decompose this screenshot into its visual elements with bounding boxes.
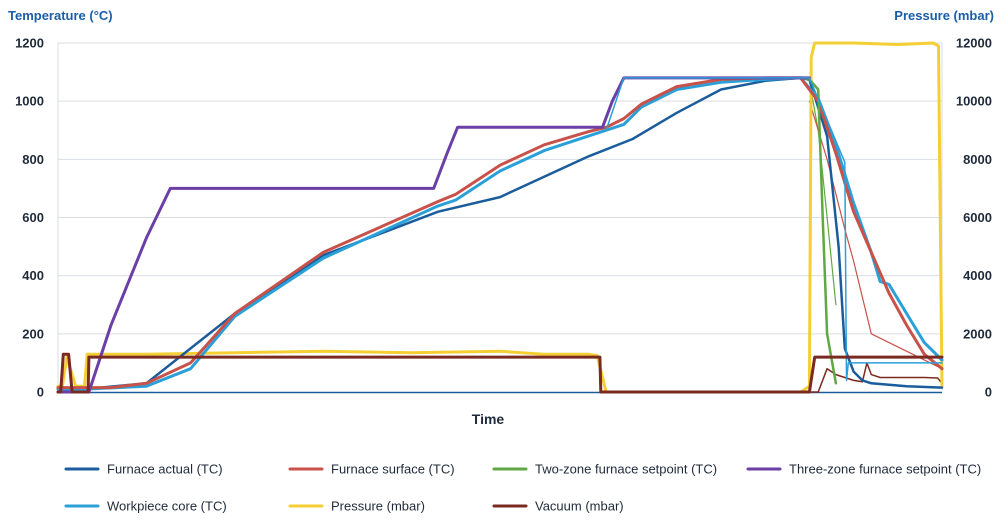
y-tick-label: 400 [22,268,44,283]
y-tick-label: 800 [22,152,44,167]
series-line-workpiece-core-tc [56,76,944,391]
y-axis-title: Temperature (°C) [8,8,113,23]
legend-label: Two-zone furnace setpoint (TC) [535,462,717,477]
series-line-two-zone-furnace-setpoint-tc [799,76,838,385]
y2-tick-label: 10000 [956,94,992,109]
legend-item: Furnace surface (TC) [288,462,455,477]
legend: Furnace actual (TC) Furnace surface (TC) T… [64,462,981,514]
legend-label: Vacuum (mbar) [535,499,624,514]
series-line-three-zone-furnace-setpoint-tc [56,76,811,394]
y-tick-label: 0 [37,385,44,400]
series-trace-line [808,100,943,370]
y2-tick-label: 2000 [963,326,992,341]
series-line-furnace-surface-tc [56,76,944,390]
y2-tick-label: 0 [985,385,992,400]
y2-tick-label: 8000 [963,152,992,167]
legend-label: Furnace actual (TC) [107,462,223,477]
y-tick-label: 600 [22,210,44,225]
y2-axis-title: Pressure (mbar) [894,8,994,23]
y2-tick-label: 12000 [956,36,992,51]
y-tick-label: 200 [22,326,44,341]
legend-item: Three-zone furnace setpoint (TC) [746,462,981,477]
axes: 0200400600800100012000200040006000800010… [15,36,992,400]
series-group [56,41,944,394]
series-trace-line [605,77,943,382]
x-axis-title: Time [472,411,505,427]
legend-label: Workpiece core (TC) [107,499,227,514]
legend-item: Workpiece core (TC) [64,499,227,514]
series-line-vacuum-mbar [56,352,944,394]
y2-tick-label: 4000 [963,268,992,283]
legend-label: Three-zone furnace setpoint (TC) [789,462,981,477]
series-line-pressure-mbar [56,41,944,394]
legend-item: Vacuum (mbar) [492,499,624,514]
grid [58,42,942,335]
legend-item: Pressure (mbar) [288,499,425,514]
y2-tick-label: 6000 [963,210,992,225]
legend-item: Two-zone furnace setpoint (TC) [492,462,717,477]
y-tick-label: 1200 [15,36,44,51]
legend-item: Furnace actual (TC) [64,462,223,477]
legend-label: Pressure (mbar) [331,499,425,514]
y-tick-label: 1000 [15,94,44,109]
legend-label: Furnace surface (TC) [331,462,455,477]
